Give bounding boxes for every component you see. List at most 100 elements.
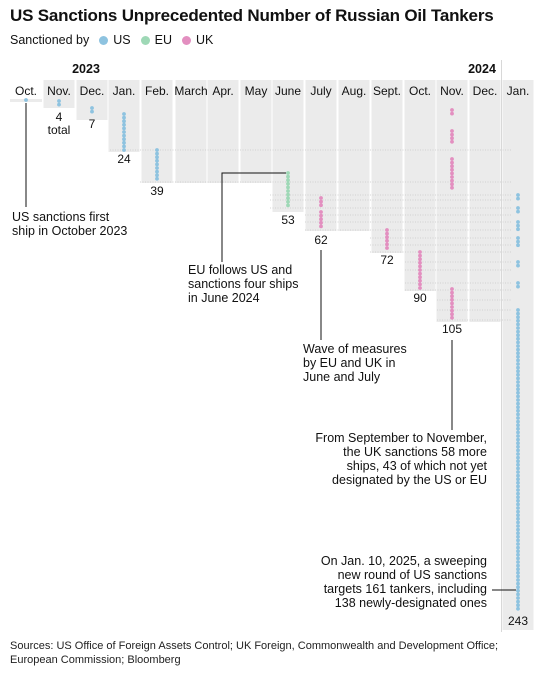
dot-jan25-us-g-67 (516, 549, 520, 554)
annotation-line: targets 161 tankers, including (324, 582, 487, 596)
dot-nov24-uk-c-7 (450, 182, 454, 187)
year-label-2023: 2023 (72, 62, 100, 76)
dot-jun24-eu-3 (286, 181, 290, 186)
month-label-11: Sept. (373, 84, 401, 98)
dot-nov24-uk-d-6 (450, 308, 454, 313)
legend-swatch-eu (140, 35, 150, 45)
annotation-oct-2023: US sanctions first ship in October 2023 (12, 210, 127, 238)
dot-jan25-us-c-2 (516, 227, 520, 232)
dot-jan25-us-g-32 (516, 423, 520, 428)
month-header-3 (108, 80, 140, 103)
dot-jan25-us-c-0 (516, 220, 520, 224)
dot-jan25-us-d-0 (516, 236, 520, 240)
total-label-243: 243 (508, 614, 528, 628)
dot-jan25-us-g-0 (516, 308, 520, 312)
dot-jan25-us-g-44 (516, 466, 520, 471)
dot-jan24-us-4 (122, 126, 126, 131)
dot-jan25-us-b-0 (516, 206, 520, 210)
month-label-3: Jan. (113, 84, 136, 98)
dot-jun24-eu-1 (286, 174, 290, 179)
month-label-8: June (275, 84, 301, 98)
month-band-6 (207, 103, 239, 183)
dot-jan25-us-g-4 (516, 322, 520, 327)
total-label-line: 62 (314, 233, 328, 247)
month-band-5 (175, 103, 207, 183)
annotation-line: by EU and UK in (303, 356, 395, 370)
dot-jan25-us-g-65 (516, 542, 520, 546)
annotation-leaders (25, 103, 516, 591)
dot-jan25-us-g-52 (516, 495, 520, 500)
annotation-sept-nov: From September to November, the UK sancti… (315, 431, 487, 487)
dot-jan25-us-g-57 (516, 513, 520, 518)
month-label-2: Dec. (80, 84, 105, 98)
dot-oct24-uk-3 (418, 260, 422, 265)
total-label-39: 39 (150, 184, 164, 198)
dot-jan24-us-7 (122, 137, 126, 142)
dot-jan25-us-g-23 (516, 390, 520, 395)
dot-sep24-uk-5 (385, 246, 389, 250)
annotation-line: Wave of measures (303, 342, 407, 356)
dot-jan25-us-g-68 (516, 552, 520, 557)
dot-oct24-uk-6 (418, 271, 422, 276)
month-label-9: July (310, 84, 331, 98)
dot-nov24-uk-c-4 (450, 171, 454, 176)
month-band-7 (240, 103, 272, 183)
dot-jan25-us-g-79 (516, 592, 520, 597)
dot-jan25-us-g-9 (516, 340, 520, 345)
dot-jan25-us-g-83 (516, 606, 520, 611)
total-label-line: 105 (442, 322, 462, 336)
dot-jan25-us-a-0 (516, 193, 520, 197)
dot-jan25-us-g-64 (516, 538, 520, 543)
dot-jan25-us-a-1 (516, 196, 520, 201)
dot-oct24-uk-10 (418, 286, 422, 290)
dot-feb24-us-7 (155, 173, 159, 178)
annotation-jan-2025: On Jan. 10, 2025, a sweeping new round of… (321, 554, 487, 610)
dot-jan25-us-g-78 (516, 588, 520, 593)
dot-jan25-us-g-59 (516, 520, 520, 525)
dot-jan25-us-e-1 (516, 263, 520, 268)
dot-jan24-us-2 (122, 119, 126, 124)
sources-note: Sources: US Office of Foreign Assets Con… (10, 640, 499, 666)
dot-nov24-uk-a-0 (450, 108, 454, 112)
annotation-line: EU follows US and (188, 263, 292, 277)
dot-jan25-us-g-36 (516, 437, 520, 442)
chart-labels: 2023 2024 Oct. Nov. Dec. Jan. Feb. March Apr. May… (12, 62, 529, 628)
dot-jan25-us-g-11 (516, 347, 520, 352)
dot-jan25-us-g-51 (516, 491, 520, 496)
dot-oct24-uk-0 (418, 250, 422, 254)
month-band-10 (338, 103, 370, 231)
dot-jun24-eu-5 (286, 189, 290, 193)
dot-jul24-uk-a-2 (319, 203, 323, 208)
month-header-1 (43, 80, 75, 103)
month-header-8 (272, 80, 304, 103)
dot-jan24-us-10 (122, 148, 126, 152)
dot-jan25-us-g-14 (516, 358, 520, 363)
dot-jan25-us-g-3 (516, 318, 520, 323)
total-label-105: 105 (442, 322, 462, 336)
month-header-15 (502, 80, 534, 103)
dot-nov24-uk-c-0 (450, 157, 454, 161)
dot-jan25-us-g-5 (516, 326, 520, 330)
chart-title: US Sanctions Unprecedented Number of Rus… (10, 6, 494, 25)
dot-jan25-us-g-26 (516, 401, 520, 406)
dot-nov23-us-1 (57, 102, 61, 107)
dot-jul24-uk-b-0 (319, 210, 323, 214)
dot-jan25-us-g-47 (516, 477, 520, 482)
dot-jul24-uk-b-3 (319, 220, 323, 225)
month-header-7 (240, 80, 272, 103)
dot-jan25-us-g-13 (516, 354, 520, 359)
dot-sep24-uk-2 (385, 235, 389, 240)
dot-sep24-uk-1 (385, 231, 389, 236)
annotation-line: the UK sanctions 58 more (343, 445, 487, 459)
dot-sep24-uk-0 (385, 228, 389, 232)
legend-item-uk: UK (181, 33, 213, 47)
dot-nov24-uk-b-3 (450, 139, 454, 144)
dot-feb24-us-1 (155, 151, 159, 156)
dot-jan25-us-g-1 (516, 311, 520, 316)
dot-sep24-uk-3 (385, 238, 389, 243)
dot-jan25-us-g-46 (516, 473, 520, 478)
dot-jan25-us-g-21 (516, 383, 520, 388)
tanker-dots (24, 98, 520, 611)
dot-oct24-uk-7 (418, 275, 422, 280)
dot-jan25-us-g-56 (516, 509, 520, 514)
